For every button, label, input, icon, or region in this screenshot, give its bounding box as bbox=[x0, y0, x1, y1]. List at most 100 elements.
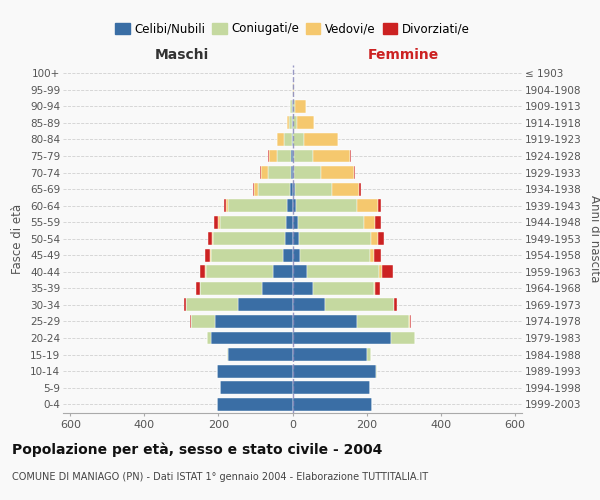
Bar bbox=[200, 266, 205, 278]
Bar bbox=[190, 315, 191, 328]
Bar bbox=[284, 133, 292, 146]
Bar bbox=[295, 182, 332, 196]
Bar bbox=[376, 364, 377, 378]
Bar bbox=[292, 116, 293, 130]
Y-axis label: Anni di nascita: Anni di nascita bbox=[588, 195, 600, 282]
Bar bbox=[186, 298, 238, 312]
Bar bbox=[293, 216, 298, 228]
Bar bbox=[367, 348, 371, 361]
Bar bbox=[313, 282, 374, 295]
Bar bbox=[206, 266, 272, 278]
Bar bbox=[205, 249, 210, 262]
Bar bbox=[293, 249, 300, 262]
Bar bbox=[191, 315, 215, 328]
Bar bbox=[370, 249, 374, 262]
Bar bbox=[283, 249, 293, 262]
Text: COMUNE DI MANIAGO (PN) - Dati ISTAT 1° gennaio 2004 - Elaborazione TUTTITALIA.IT: COMUNE DI MANIAGO (PN) - Dati ISTAT 1° g… bbox=[12, 472, 428, 482]
Bar bbox=[272, 266, 293, 278]
Bar bbox=[220, 216, 286, 228]
Bar bbox=[374, 249, 380, 262]
Y-axis label: Fasce di età: Fasce di età bbox=[11, 204, 25, 274]
Bar bbox=[211, 332, 293, 344]
Bar bbox=[382, 266, 393, 278]
Bar bbox=[321, 166, 355, 179]
Bar bbox=[213, 232, 285, 245]
Bar bbox=[293, 315, 357, 328]
Bar bbox=[228, 348, 293, 361]
Bar bbox=[268, 150, 269, 162]
Bar bbox=[238, 298, 293, 312]
Bar bbox=[357, 315, 409, 328]
Bar bbox=[298, 216, 364, 228]
Bar bbox=[325, 298, 394, 312]
Bar bbox=[409, 315, 410, 328]
Bar bbox=[295, 100, 306, 113]
Bar bbox=[215, 315, 293, 328]
Bar bbox=[290, 100, 292, 113]
Bar bbox=[212, 232, 213, 245]
Bar bbox=[286, 216, 293, 228]
Bar bbox=[295, 166, 321, 179]
Bar bbox=[214, 216, 218, 228]
Bar bbox=[262, 282, 293, 295]
Bar bbox=[200, 282, 262, 295]
Bar bbox=[184, 298, 186, 312]
Bar bbox=[332, 182, 359, 196]
Bar bbox=[379, 266, 382, 278]
Bar bbox=[374, 282, 376, 295]
Bar bbox=[410, 315, 412, 328]
Bar bbox=[253, 182, 254, 196]
Bar bbox=[357, 199, 377, 212]
Bar bbox=[269, 150, 277, 162]
Bar bbox=[371, 232, 378, 245]
Bar bbox=[299, 232, 371, 245]
Bar bbox=[285, 232, 293, 245]
Bar bbox=[293, 133, 304, 146]
Bar bbox=[293, 332, 391, 344]
Bar bbox=[196, 282, 200, 295]
Text: Popolazione per età, sesso e stato civile - 2004: Popolazione per età, sesso e stato civil… bbox=[12, 442, 382, 457]
Bar bbox=[208, 232, 212, 245]
Bar bbox=[293, 166, 295, 179]
Bar bbox=[206, 332, 211, 344]
Bar bbox=[293, 282, 313, 295]
Bar bbox=[287, 116, 289, 130]
Bar bbox=[293, 348, 367, 361]
Bar bbox=[218, 216, 220, 228]
Bar bbox=[277, 150, 292, 162]
Bar bbox=[293, 364, 376, 378]
Bar bbox=[394, 298, 397, 312]
Bar bbox=[293, 298, 325, 312]
Bar bbox=[205, 266, 206, 278]
Bar bbox=[364, 216, 376, 228]
Bar bbox=[261, 166, 268, 179]
Bar bbox=[268, 166, 290, 179]
Bar bbox=[293, 232, 299, 245]
Bar bbox=[378, 232, 384, 245]
Bar bbox=[227, 348, 228, 361]
Bar bbox=[220, 381, 293, 394]
Bar bbox=[217, 398, 293, 410]
Bar bbox=[376, 282, 380, 295]
Bar bbox=[226, 199, 228, 212]
Bar bbox=[293, 182, 295, 196]
Bar bbox=[228, 199, 287, 212]
Bar bbox=[224, 199, 226, 212]
Bar bbox=[293, 398, 372, 410]
Bar bbox=[292, 133, 293, 146]
Text: Femmine: Femmine bbox=[368, 48, 439, 62]
Bar bbox=[289, 116, 292, 130]
Bar bbox=[297, 116, 314, 130]
Text: Maschi: Maschi bbox=[154, 48, 209, 62]
Bar bbox=[376, 216, 381, 228]
Bar bbox=[304, 133, 338, 146]
Bar bbox=[307, 266, 379, 278]
Bar bbox=[254, 182, 258, 196]
Bar bbox=[296, 199, 357, 212]
Bar bbox=[258, 182, 290, 196]
Bar bbox=[359, 182, 361, 196]
Bar bbox=[210, 249, 211, 262]
Bar bbox=[290, 166, 293, 179]
Bar bbox=[293, 150, 313, 162]
Bar bbox=[287, 199, 293, 212]
